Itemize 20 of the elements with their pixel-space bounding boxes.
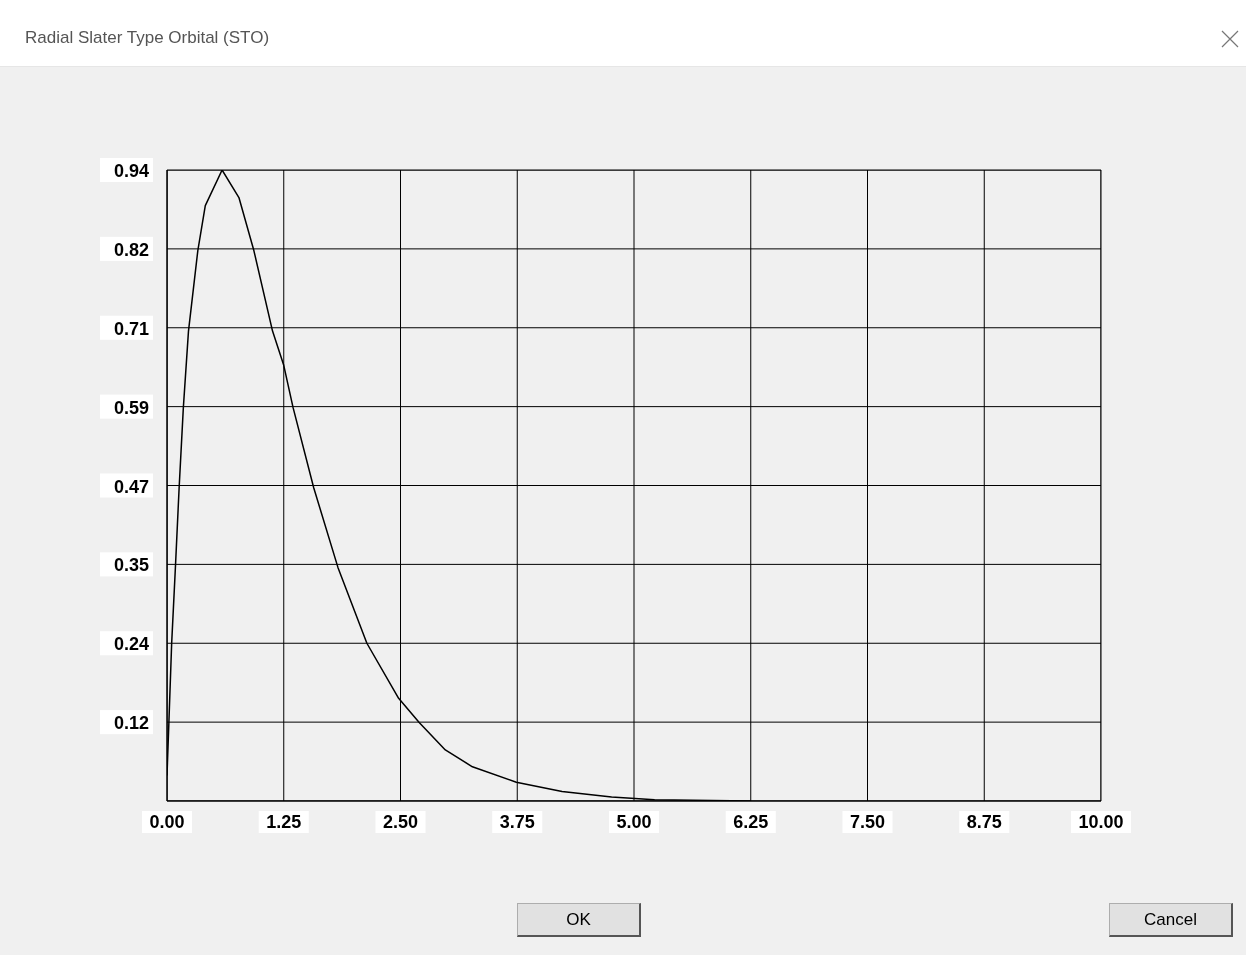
x-tick-label: 6.25: [733, 812, 769, 832]
x-tick-label: 1.25: [266, 812, 302, 832]
x-tick-label: 0.00: [149, 812, 185, 832]
x-tick-label: 5.00: [616, 812, 652, 832]
y-tick-label: 0.59: [113, 397, 149, 418]
x-tick-label: 3.75: [499, 812, 535, 832]
x-tick-label: 7.50: [849, 812, 886, 832]
text: Cancel: [1109, 903, 1233, 937]
y-tick-label: 0.35: [113, 555, 149, 576]
y-tick-label: 0.47: [113, 476, 149, 497]
y-tick-label: 0.94: [113, 161, 149, 181]
y-tick-label: 0.12: [113, 713, 149, 734]
text: OK: [517, 903, 641, 937]
y-tick-label: 0.24: [113, 634, 149, 655]
x-tick-label: 8.75: [966, 812, 1002, 832]
y-tick-label: 0.71: [113, 318, 149, 339]
x-tick-label: 10.00: [1078, 812, 1124, 832]
y-tick-label: 0.82: [113, 239, 149, 260]
chart-title: Radial Slater Type Orbital (STO): [25, 28, 270, 48]
x-tick-label: 2.50: [382, 812, 419, 832]
